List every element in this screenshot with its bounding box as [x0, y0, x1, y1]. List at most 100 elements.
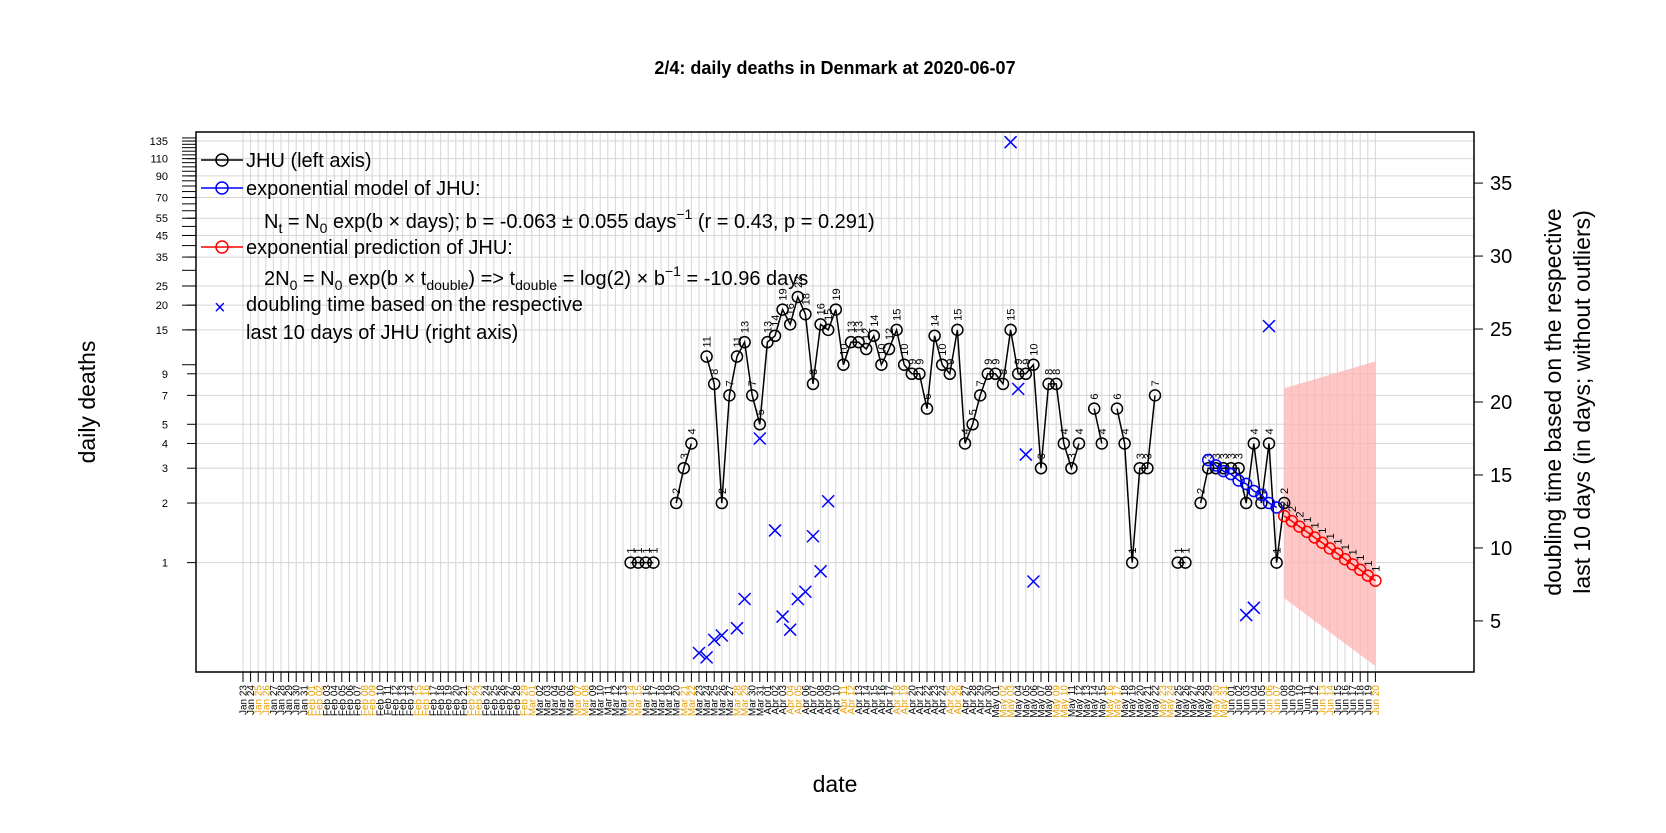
y-right-tick-label: 10	[1490, 538, 1512, 560]
y-left-tick-label: 70	[156, 192, 168, 204]
jhu-data-label: 14	[930, 315, 942, 327]
x-tick-label: Mar 27	[725, 685, 736, 717]
y-right-tick-label: 25	[1490, 319, 1512, 341]
doubling-x-stroke	[700, 650, 714, 664]
formula-neg1-sup: −1	[676, 206, 692, 222]
x-tick-label: Apr 26	[953, 685, 964, 715]
jhu-data-label: 10	[1028, 343, 1040, 355]
x-tick-label: Mar 25	[710, 685, 721, 717]
jhu-data-label: 4	[960, 428, 972, 434]
x-tick-label: Apr 19	[900, 685, 911, 715]
doubling-time-point	[814, 564, 828, 578]
x-tick-label: Jun 05	[1257, 685, 1268, 715]
x-tick-label: May 25	[1173, 685, 1184, 718]
jhu-data-label: 8	[808, 369, 820, 375]
model-point	[1239, 477, 1253, 491]
jhu-line	[675, 443, 693, 504]
prediction-data-label: 1	[1325, 533, 1337, 539]
jhu-data-label: 3	[1066, 453, 1078, 459]
y-left-tick-label: 135	[150, 136, 168, 148]
jhu-point	[1011, 367, 1025, 381]
jhu-data-label: 16	[785, 303, 797, 315]
x-tick-label: Jun 07	[1272, 685, 1283, 715]
x-tick-label: May 09	[1052, 685, 1063, 718]
jhu-point	[1171, 556, 1185, 569]
x-tick-label: Apr 24	[938, 685, 949, 715]
x-tick-label: May 10	[1059, 685, 1070, 718]
x-tick-label: Apr 10	[831, 685, 842, 715]
x-tick-label: Mar 12	[611, 685, 622, 717]
x-tick-label: Feb 19	[444, 685, 455, 717]
jhu-point	[768, 329, 782, 343]
jhu-data-label: 4	[1249, 428, 1261, 434]
x-tick-label: May 03	[1006, 685, 1017, 718]
doubling-time-point	[715, 628, 729, 643]
jhu-point	[943, 367, 957, 381]
x-tick-label: Mar 26	[717, 685, 728, 717]
x-tick-label: May 07	[1037, 685, 1048, 718]
x-tick-label: Apr 29	[976, 685, 987, 715]
x-tick-label: Jun 11	[1303, 685, 1314, 715]
y-right-tick-label: 35	[1490, 173, 1512, 195]
jhu-data-label: 1	[641, 547, 653, 553]
x-tick-label: Feb 24	[482, 685, 493, 717]
jhu-point	[1262, 437, 1276, 450]
model-point	[1232, 474, 1245, 487]
x-tick-label: Feb 11	[383, 685, 394, 716]
jhu-data-label: 9	[1013, 359, 1025, 365]
x-tick-label: Mar 09	[588, 685, 599, 717]
x-tick-label: Apr 11	[839, 685, 850, 714]
x-tick-label: May 29	[1204, 685, 1215, 718]
x-tick-label: May 15	[1097, 685, 1108, 718]
pred-log: = log(2) × b	[557, 268, 665, 290]
legend-label-doubling-2: last 10 days of JHU (right axis)	[246, 322, 518, 344]
x-tick-label: Feb 13	[398, 685, 409, 717]
x-tick-label: Mar 18	[657, 685, 668, 717]
jhu-point	[852, 335, 865, 349]
jhu-data-label: 19	[831, 288, 843, 300]
jhu-point	[639, 556, 653, 569]
doubling-time-point	[1011, 382, 1025, 396]
jhu-point	[859, 342, 873, 356]
x-tick-label: Jun 15	[1333, 685, 1344, 715]
jhu-data-label: 14	[869, 315, 881, 327]
jhu-point	[875, 358, 888, 371]
jhu-point	[920, 402, 934, 415]
series-layer: 1111234118271113751314191622188161519101…	[624, 135, 1382, 664]
prediction-line	[1283, 515, 1376, 582]
jhu-point	[1148, 389, 1162, 402]
jhu-point	[882, 342, 896, 356]
x-tick-label: Feb 03	[322, 685, 333, 717]
x-tick-label: Feb 05	[337, 685, 348, 717]
jhu-data-label: 10	[937, 343, 949, 355]
x-tick-label: Apr 18	[892, 685, 903, 715]
jhu-data-label: 8	[709, 369, 721, 375]
jhu-data-label: 8	[1044, 369, 1056, 375]
x-tick-label: Feb 06	[345, 685, 356, 717]
x-tick-label: Apr 28	[968, 685, 979, 715]
jhu-data-label: 4	[1264, 428, 1276, 434]
jhu-point	[1095, 437, 1109, 450]
jhu-data-label: 1	[1272, 547, 1284, 553]
jhu-data-label: 22	[793, 276, 805, 288]
x-tick-label: Apr 21	[915, 685, 926, 715]
x-tick-label: Feb 22	[467, 685, 478, 717]
pred-mid: = N	[297, 268, 334, 290]
doubling-time-point	[821, 494, 835, 508]
jhu-point	[1239, 496, 1253, 510]
jhu-data-label: 1	[1180, 547, 1192, 553]
x-tick-label: Mar 15	[634, 685, 645, 717]
x-tick-label: May 06	[1029, 685, 1040, 718]
x-tick-label: May 20	[1135, 685, 1146, 718]
legend-prediction-formula: 2N0 = N0 exp(b × tdouble) => tdouble = l…	[264, 263, 808, 293]
jhu-data-label: 15	[952, 309, 964, 321]
x-tick-label: Apr 15	[869, 685, 880, 715]
model-point	[1224, 467, 1238, 481]
pred-exp: exp(b × t	[342, 268, 426, 290]
chart-title: 2/4: daily deaths in Denmark at 2020-06-…	[654, 58, 1015, 78]
jhu-point	[1141, 461, 1154, 475]
pred-double-sub: double	[426, 277, 468, 293]
jhu-data-label: 8	[1051, 369, 1063, 375]
model-point	[1217, 464, 1230, 478]
jhu-point	[700, 350, 713, 363]
